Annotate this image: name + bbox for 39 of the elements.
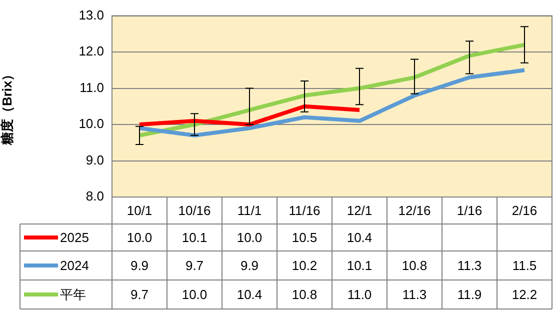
- data-label: 10.1: [346, 258, 372, 274]
- data-label: 10.8: [402, 258, 428, 274]
- y-tick-label: 9.0: [86, 152, 104, 168]
- y-tick-label: 13.0: [78, 7, 104, 22]
- y-tick-label: 12.0: [78, 44, 104, 59]
- y-tick-label: 10.0: [78, 116, 104, 132]
- x-tick-label: 2/16: [512, 203, 538, 218]
- data-label: 10.0: [236, 230, 262, 246]
- x-tick-label: 12/16: [398, 203, 431, 218]
- legend-label: 2025: [60, 230, 89, 246]
- data-label: 10.1: [182, 230, 208, 246]
- data-label: 9.9: [130, 258, 149, 274]
- legend-label: 2024: [60, 258, 89, 274]
- data-label: 9.7: [130, 287, 149, 302]
- data-label: 11.5: [512, 258, 537, 274]
- y-axis-title: 糖度（Brix）: [0, 68, 14, 146]
- data-label: 11.0: [347, 287, 372, 302]
- x-tick-label: 11/1: [237, 203, 262, 218]
- data-label: 10.0: [182, 287, 208, 302]
- data-label: 9.7: [185, 258, 204, 274]
- x-tick-label: 1/16: [456, 203, 482, 218]
- data-label: 11.3: [457, 258, 482, 274]
- data-label: 9.9: [240, 258, 259, 274]
- x-tick-label: 10/16: [178, 203, 211, 218]
- data-label: 12.2: [512, 287, 538, 302]
- x-tick-label: 12/1: [346, 203, 372, 218]
- data-label: 10.4: [236, 287, 262, 302]
- data-label: 10.2: [292, 258, 318, 274]
- data-label: 10.0: [126, 230, 152, 246]
- y-tick-label: 8.0: [86, 188, 104, 204]
- data-label: 10.4: [346, 230, 372, 246]
- data-label: 11.9: [457, 287, 482, 302]
- data-label: 10.5: [292, 230, 318, 246]
- legend-label: 平年: [60, 287, 86, 302]
- data-label: 11.3: [402, 287, 427, 302]
- x-tick-label: 10/1: [126, 203, 152, 218]
- x-tick-label: 11/16: [288, 203, 320, 218]
- data-label: 10.8: [292, 287, 318, 302]
- y-tick-label: 11.0: [80, 80, 104, 95]
